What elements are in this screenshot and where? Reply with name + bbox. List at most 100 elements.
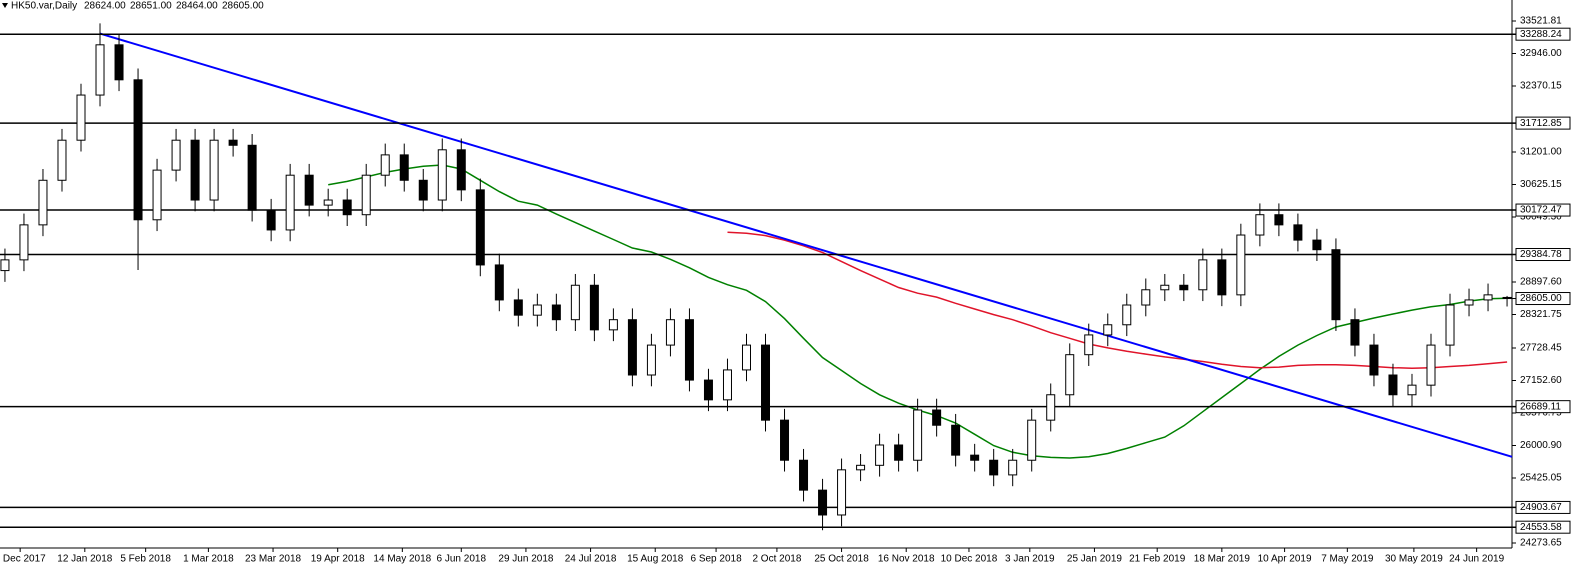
candle-body (1160, 284, 1170, 291)
x-tick-label: 24 Jul 2018 (565, 554, 617, 565)
y-tick-label: 28897.60 (1520, 277, 1562, 288)
candle-body (570, 284, 580, 321)
x-tick-label: 29 Jun 2018 (498, 554, 553, 565)
header-value: 28624.00 (84, 1, 126, 12)
candle-body (1236, 234, 1246, 296)
x-tick-label: 10 Apr 2019 (1258, 554, 1312, 565)
candle-body (266, 209, 276, 231)
candle-body (837, 469, 847, 516)
x-tick-label: 14 May 2018 (373, 554, 431, 565)
header-value: 28464.00 (176, 1, 218, 12)
level-label: 30172.47 (1520, 205, 1562, 216)
y-tick-label: 27728.45 (1520, 343, 1562, 354)
candle-body (494, 264, 504, 301)
x-tick-label: 6 Sep 2018 (690, 554, 742, 565)
level-label-box (1515, 203, 1571, 217)
candle-body (1217, 259, 1227, 296)
header-arrow (2, 3, 8, 8)
candle-body (456, 149, 466, 191)
candle-body (304, 174, 314, 206)
candle-body (513, 299, 523, 316)
y-tick-label: 33521.81 (1520, 16, 1562, 27)
candle-body (799, 459, 809, 491)
candle-body (1122, 304, 1132, 326)
level-label: 24553.58 (1520, 522, 1562, 533)
level-label-box (1515, 500, 1571, 514)
candle-body (932, 409, 942, 426)
current-price-box (1515, 292, 1571, 306)
level-label: 29384.78 (1520, 249, 1562, 260)
candle-body (761, 344, 771, 421)
candle-body (1274, 214, 1284, 226)
candle-body (323, 199, 333, 206)
candle-body (703, 379, 713, 401)
candle-body (1198, 259, 1208, 291)
y-tick-label: 27152.60 (1520, 375, 1562, 386)
candle-body (1027, 419, 1037, 461)
x-tick-label: 8 Dec 2017 (0, 554, 46, 565)
y-tick-label: 26000.90 (1520, 440, 1562, 451)
x-tick-label: 6 Jun 2018 (437, 554, 487, 565)
level-label: 24903.67 (1520, 502, 1562, 513)
level-label: 31712.85 (1520, 118, 1562, 129)
chart-title: HK50.var,Daily (11, 1, 77, 12)
current-price-label: 28605.00 (1520, 293, 1562, 304)
header-value: 28605.00 (222, 1, 264, 12)
candle-body (1255, 214, 1265, 236)
candle-body (1312, 239, 1322, 251)
candle-body (57, 139, 67, 181)
candle-body (1331, 249, 1341, 321)
candle-body (399, 154, 409, 181)
candle-body (133, 79, 143, 221)
x-tick-label: 18 Mar 2019 (1194, 554, 1251, 565)
x-tick-label: 16 Nov 2018 (878, 554, 935, 565)
level-label-box (1515, 248, 1571, 262)
x-tick-label: 5 Feb 2018 (120, 554, 171, 565)
candle-body (589, 284, 599, 331)
candle-body (1103, 324, 1113, 336)
level-label: 33288.24 (1520, 29, 1562, 40)
candle-body (1502, 296, 1512, 300)
candle-body (722, 369, 732, 401)
candle-body (856, 464, 866, 471)
candle-body (818, 489, 828, 516)
candle-body (228, 139, 238, 146)
candle-body (1046, 394, 1056, 421)
level-label: 26689.11 (1520, 401, 1561, 412)
candle-body (342, 199, 352, 216)
candle-body (1141, 289, 1151, 306)
y-tick-label: 30625.15 (1520, 179, 1562, 190)
candle-body (437, 149, 447, 201)
candle-body (171, 139, 181, 171)
candle-body (1065, 354, 1075, 396)
candle-body (1388, 374, 1398, 396)
candle-body (627, 319, 637, 376)
candle-body (780, 419, 790, 461)
y-tick-label: 28321.75 (1520, 309, 1562, 320)
trend-line (99, 32, 1513, 458)
level-label-box (1515, 400, 1571, 414)
candle-body (913, 409, 923, 461)
candle-body (380, 154, 390, 176)
candle-body (38, 179, 48, 226)
x-tick-label: 7 May 2019 (1321, 554, 1374, 565)
candle-body (608, 319, 618, 331)
candle-body (0, 259, 10, 272)
candle-body (1464, 299, 1474, 306)
y-tick-label: 32370.15 (1520, 81, 1562, 92)
candle-body (1293, 224, 1303, 241)
candle-body (209, 139, 219, 201)
candle-body (684, 319, 694, 381)
y-tick-label: 31201.00 (1520, 147, 1562, 158)
y-tick-label: 32946.00 (1520, 48, 1562, 59)
x-tick-label: 3 Jan 2019 (1005, 554, 1055, 565)
candle-body (19, 224, 29, 261)
y-tick-label: 25425.05 (1520, 473, 1562, 484)
candle-body (475, 189, 485, 266)
x-tick-label: 2 Oct 2018 (752, 554, 801, 565)
x-tick-label: 1 Mar 2018 (183, 554, 234, 565)
y-tick-label: 24273.65 (1520, 538, 1562, 549)
candle-body (741, 344, 751, 371)
